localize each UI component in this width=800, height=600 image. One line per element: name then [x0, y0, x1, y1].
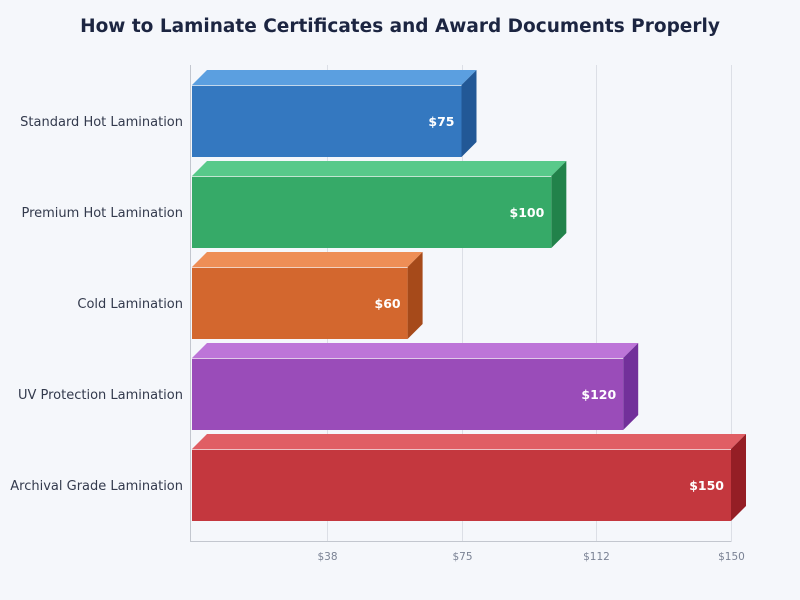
- bar-front-face: [192, 176, 552, 248]
- bar-side-face: [623, 343, 639, 430]
- bar-front-face: [192, 449, 731, 521]
- bar-front-face: [192, 85, 462, 157]
- bar-value-label: $150: [689, 478, 724, 493]
- bar-3: $60: [192, 252, 423, 339]
- bar-top-face: [192, 70, 477, 85]
- bar-5: $150: [192, 434, 746, 521]
- bar-top-face: [192, 343, 639, 358]
- axes: [190, 65, 732, 542]
- bar-top-face: [192, 434, 746, 449]
- x-tick-label: $150: [718, 551, 745, 563]
- bar-value-label: $120: [581, 387, 616, 402]
- bar-2: $100: [192, 161, 567, 248]
- y-axis-labels: Standard Hot Lamination Premium Hot Lamin…: [10, 115, 183, 494]
- bar-side-face: [461, 70, 477, 157]
- bar-value-label: $75: [428, 114, 454, 129]
- bar-4: $120: [192, 343, 639, 430]
- bar-top-face: [192, 161, 567, 176]
- chart-title: How to Laminate Certificates and Award D…: [80, 16, 720, 37]
- bar-value-label: $60: [375, 296, 401, 311]
- y-category-label: UV Protection Lamination: [18, 388, 183, 403]
- x-axis-tick-labels: $38 $75 $112 $150: [317, 551, 744, 563]
- y-category-label: Premium Hot Lamination: [21, 206, 183, 221]
- bar-side-face: [551, 161, 567, 248]
- bar-side-face: [731, 434, 746, 521]
- bar-1: $75: [192, 70, 477, 157]
- y-category-label: Cold Lamination: [77, 297, 183, 312]
- y-category-label: Archival Grade Lamination: [10, 479, 183, 494]
- bar-value-label: $100: [510, 205, 545, 220]
- x-tick-label: $38: [317, 551, 337, 563]
- bar-top-face: [192, 252, 423, 267]
- bar-front-face: [192, 358, 624, 430]
- x-tick-label: $75: [452, 551, 472, 563]
- bars: $75 $100 $60 $120 $150: [192, 70, 746, 521]
- bar-front-face: [192, 267, 408, 339]
- x-tick-label: $112: [583, 551, 610, 563]
- bar-side-face: [407, 252, 423, 339]
- y-category-label: Standard Hot Lamination: [20, 115, 183, 130]
